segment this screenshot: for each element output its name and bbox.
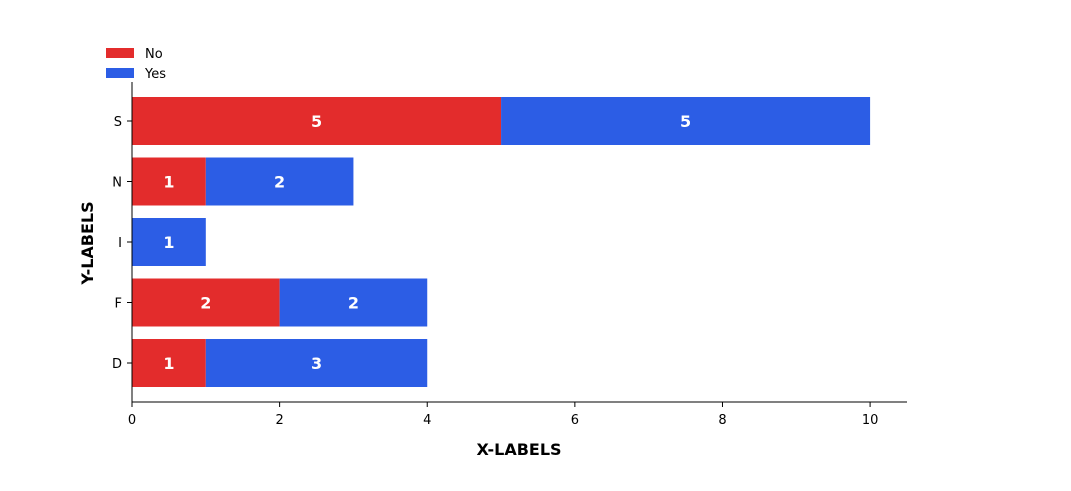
y-axis: D F I N S [112,82,133,402]
y-tick-label: N [112,176,122,191]
legend: No Yes [106,47,166,82]
legend-label-no: No [145,47,163,62]
legend-swatch-no [106,48,134,58]
plot-area: 1 3 2 2 1 1 2 5 5 [132,97,871,387]
bar-no-s [132,97,502,145]
bar-no-n [132,157,206,206]
bar-value-label: 5 [680,112,691,131]
bar-yes-d [205,339,428,387]
bar-value-label: 2 [200,294,211,313]
bar-no-d [132,339,206,387]
bar-value-label: 1 [163,173,174,192]
x-tick-label: 4 [423,413,431,428]
x-tick-label: 6 [571,413,579,428]
bar-value-label: 2 [274,173,285,192]
x-tick-label: 8 [718,413,726,428]
x-tick-label: 2 [275,413,283,428]
y-tick-label: D [112,357,122,372]
x-axis-title: X-LABELS [476,440,561,459]
bar-yes-i [132,218,206,266]
bar-no-f [132,278,280,327]
bar-yes-f [279,278,428,327]
bar-yes-n [205,157,354,206]
y-tick-label: S [114,115,122,130]
y-axis-title: Y-LABELS [78,201,97,285]
y-tick-label: F [115,297,122,312]
bar-value-label: 1 [163,233,174,252]
bar-value-label: 1 [163,354,174,373]
x-tick-label: 0 [128,413,136,428]
x-axis: 0 2 4 6 8 10 [128,401,907,428]
legend-swatch-yes [106,68,134,78]
bar-value-label: 3 [311,354,322,373]
x-tick-label: 10 [862,413,879,428]
bar-value-label: 2 [348,294,359,313]
bar-value-label: 5 [311,112,322,131]
legend-label-yes: Yes [144,67,166,82]
y-tick-label: I [118,236,122,251]
bar-yes-s [501,97,871,145]
